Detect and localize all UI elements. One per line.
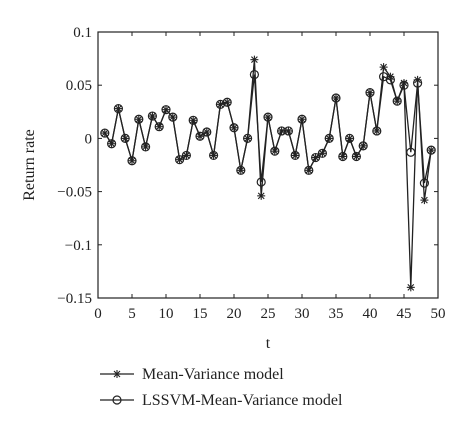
data-point-circle	[290, 150, 300, 161]
legend-box	[95, 359, 387, 417]
legend-circle-marker	[112, 395, 122, 405]
legend-label-lssvm-mean-variance: LSSVM-Mean-Variance model	[142, 392, 343, 409]
data-point-circle	[317, 148, 327, 158]
series-mean-variance	[100, 55, 436, 292]
data-point-circle	[188, 115, 198, 125]
y-tick-label: −0.05	[57, 185, 92, 201]
x-tick-label: 10	[159, 306, 174, 322]
data-point-circle	[338, 151, 348, 162]
y-axis-label: Return rate	[21, 129, 38, 201]
data-point-circle	[385, 75, 395, 85]
x-tick-label: 50	[431, 306, 446, 322]
x-tick-label: 20	[227, 306, 242, 322]
data-point-circle	[399, 80, 409, 90]
y-tick-label: −0.15	[57, 291, 92, 307]
x-tick-label: 0	[94, 306, 102, 322]
data-point-circle	[372, 126, 382, 136]
data-point-circle	[392, 96, 402, 106]
data-point-circle	[181, 150, 191, 161]
data-point-star	[250, 55, 259, 64]
data-point-circle	[100, 128, 110, 138]
legend-marker-mean-variance	[113, 370, 121, 378]
data-point-star	[379, 63, 388, 72]
y-tick-label: 0.1	[73, 25, 92, 41]
x-axis-label: t	[266, 335, 271, 352]
series-group	[100, 55, 436, 292]
x-tick-label: 15	[193, 306, 208, 322]
data-point-circle	[195, 131, 205, 141]
data-point-circle	[263, 112, 273, 122]
data-point-circle	[243, 133, 253, 143]
data-point-circle	[209, 150, 219, 161]
series-lssvm-mean-variance	[100, 69, 436, 188]
legend-star-marker	[113, 370, 121, 378]
legend-marker-lssvm-mean-variance	[112, 395, 122, 405]
data-point-circle	[113, 104, 124, 114]
data-point-circle	[127, 156, 137, 166]
x-tick-label: 35	[329, 306, 344, 322]
data-point-circle	[134, 114, 144, 124]
data-point-circle	[256, 177, 266, 187]
data-point-circle	[351, 151, 361, 162]
data-point-circle	[249, 69, 259, 80]
data-point-circle	[406, 147, 416, 157]
data-point-circle	[365, 88, 375, 98]
data-point-circle	[141, 142, 151, 152]
data-point-circle	[345, 133, 355, 143]
y-tick-label: 0	[85, 131, 93, 147]
data-point-circle	[426, 145, 436, 155]
x-tick-label: 25	[261, 306, 276, 322]
data-point-circle	[215, 99, 225, 109]
data-point-star	[420, 196, 429, 205]
data-point-circle	[324, 133, 334, 143]
data-point-circle	[331, 93, 341, 103]
data-point-circle	[120, 133, 130, 143]
x-tick-label: 30	[295, 306, 310, 322]
data-point-star	[257, 191, 266, 200]
data-point-circle	[419, 178, 429, 188]
data-point-circle	[277, 126, 287, 136]
data-point-circle	[358, 141, 368, 151]
data-point-circle	[222, 97, 232, 107]
data-point-circle	[154, 122, 164, 132]
data-point-circle	[229, 123, 239, 133]
data-point-circle	[147, 111, 157, 121]
data-point-circle	[106, 139, 117, 149]
data-point-circle	[283, 126, 293, 136]
legend: Mean-Variance model LSSVM-Mean-Variance …	[95, 359, 387, 417]
y-tick-label: −0.1	[65, 238, 92, 254]
data-point-circle	[168, 112, 178, 122]
data-point-circle	[270, 146, 280, 156]
series-line	[104, 74, 432, 184]
data-point-circle	[413, 78, 423, 88]
data-point-circle	[161, 105, 171, 115]
legend-label-mean-variance: Mean-Variance model	[142, 366, 284, 383]
data-point-circle	[236, 165, 246, 175]
data-point-circle	[175, 155, 185, 165]
y-tick-label: 0.05	[66, 78, 92, 94]
data-point-circle	[311, 152, 321, 163]
axis-ticks: 0 5 10 15 20 25 30 35 40 45 50 0.1 0.05 0 −0.05 −0.1 −0.…	[57, 25, 445, 322]
series-line	[104, 59, 432, 288]
data-point-star	[406, 283, 415, 292]
x-tick-label: 40	[363, 306, 378, 322]
data-point-circle	[202, 127, 212, 137]
x-tick-label: 45	[397, 306, 412, 322]
data-point-circle	[304, 165, 314, 175]
data-point-circle	[297, 114, 307, 124]
x-tick-label: 5	[128, 306, 136, 322]
